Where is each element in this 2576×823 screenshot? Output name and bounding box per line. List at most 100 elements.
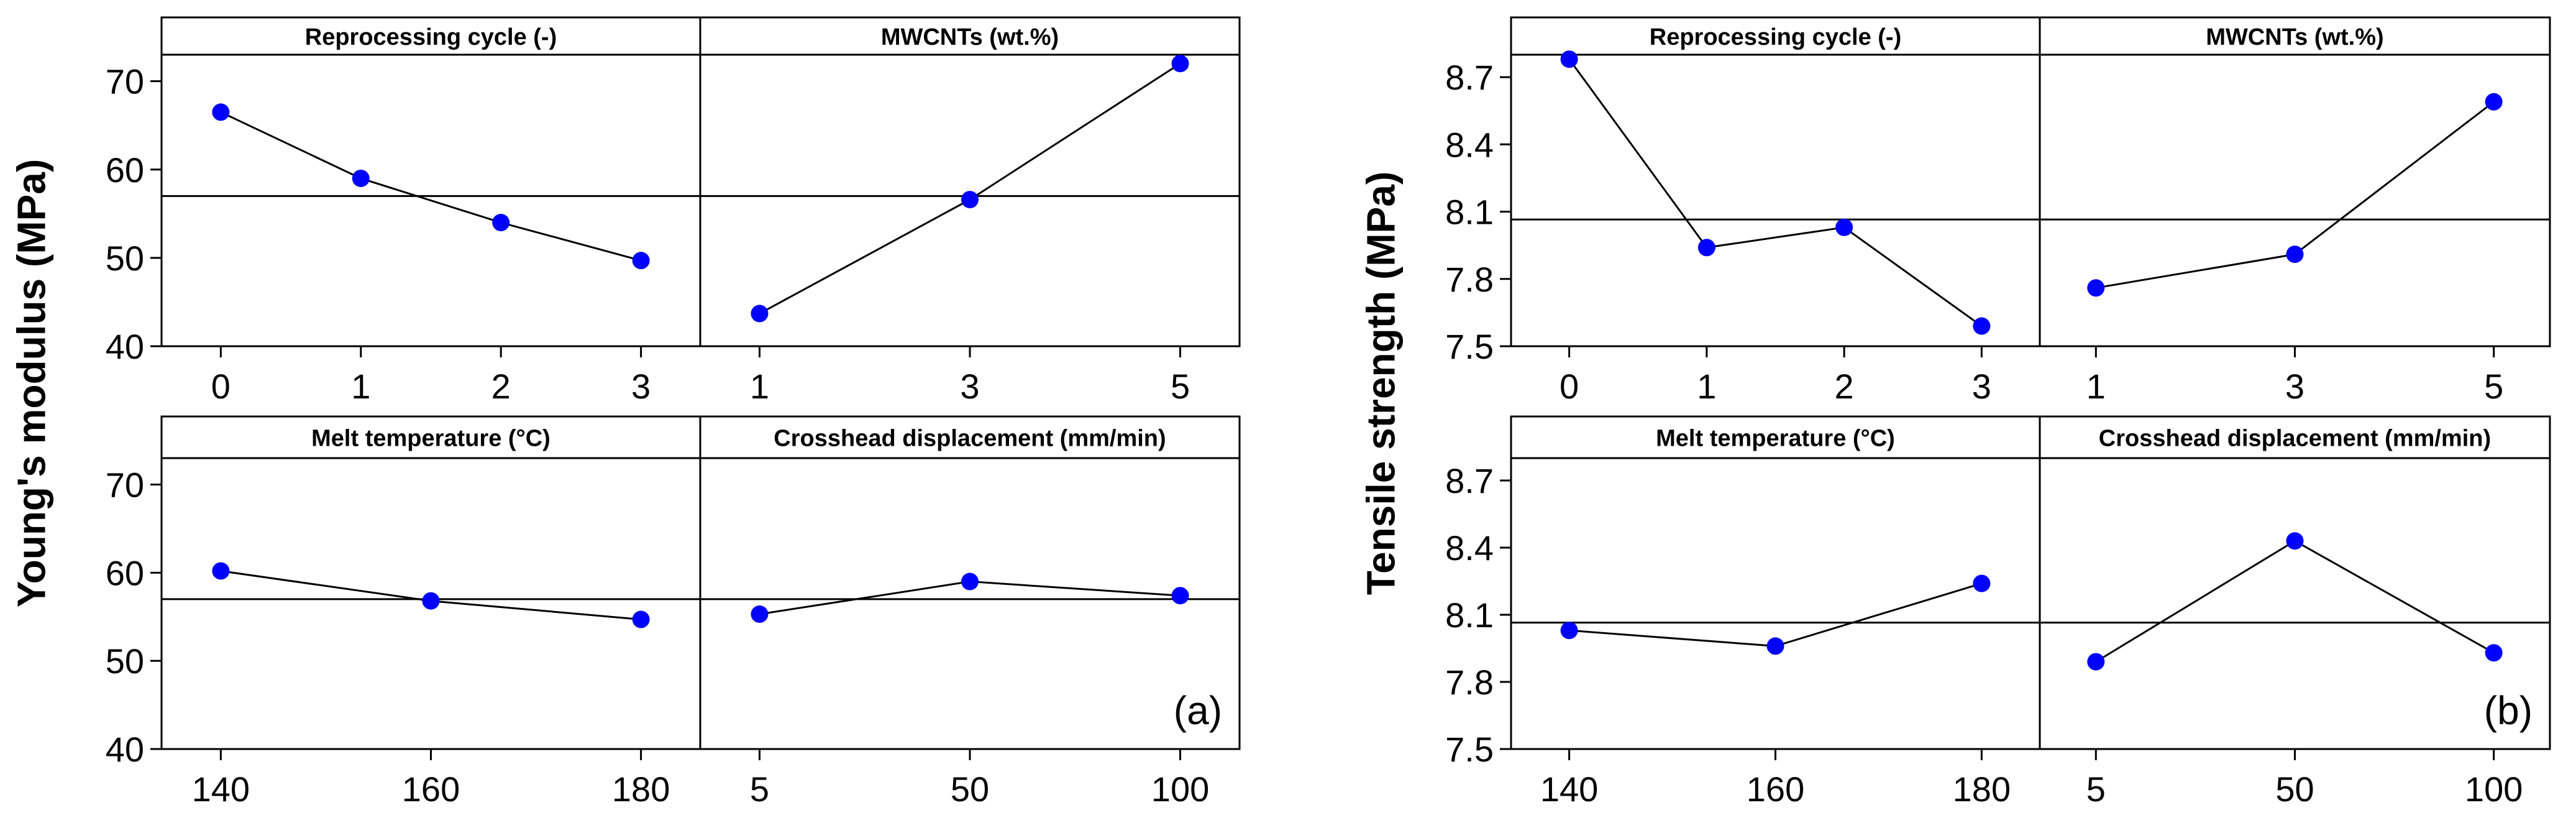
- x-tick-label: 50: [951, 770, 989, 809]
- x-tick-label: 1: [2086, 367, 2106, 406]
- y-tick-label: 8.7: [1445, 461, 1494, 500]
- panel-title: Melt temperature (°C): [311, 426, 550, 452]
- y-tick-label: 8.4: [1445, 528, 1494, 568]
- x-tick-label: 160: [402, 770, 460, 809]
- panel-title: MWCNTs (wt.%): [881, 24, 1059, 50]
- panel-row-frame: [1510, 16, 2551, 347]
- y-axis-label: Tensile strength (MPa): [1358, 172, 1403, 595]
- data-point: [2485, 93, 2503, 111]
- data-point: [212, 103, 230, 121]
- data-point: [961, 572, 979, 591]
- y-tick-label: 60: [106, 553, 144, 592]
- panel-row-frame: [1510, 415, 2551, 750]
- x-tick-label: 140: [192, 770, 250, 809]
- data-point: [1560, 50, 1578, 68]
- x-tick-label: 160: [1747, 770, 1804, 809]
- panel-1-3: Crosshead displacement (mm/min) 5 50 100: [2040, 426, 2550, 809]
- panel-0-1: MWCNTs (wt.%) 1 3 5: [700, 24, 1240, 406]
- data-point: [2087, 279, 2105, 297]
- data-point: [1973, 317, 1991, 335]
- x-tick-label: 1: [1697, 367, 1716, 406]
- y-tick-label: 7.5: [1445, 730, 1494, 769]
- x-tick-label: 5: [2086, 770, 2106, 809]
- y-tick-label: 50: [106, 239, 144, 278]
- data-point: [1766, 637, 1784, 655]
- panel-1-1: MWCNTs (wt.%) 1 3 5: [2040, 24, 2550, 406]
- data-point: [1697, 239, 1715, 257]
- x-tick-label: 3: [1972, 367, 1991, 406]
- x-tick-label: 50: [2275, 770, 2314, 809]
- data-point: [751, 305, 769, 323]
- y-tick-label: 8.1: [1445, 193, 1494, 232]
- x-tick-label: 5: [750, 770, 769, 809]
- y-tick-label: 60: [106, 150, 144, 190]
- data-point: [2286, 532, 2304, 550]
- panel-0-0: Reprocessing cycle (-) 0 1 2 3 40 50 60 70: [106, 24, 700, 406]
- chart-b: Reprocessing cycle (-) 0 1 2 3 7.5 7.8 8.1 8.4 8.…: [1358, 16, 2551, 809]
- data-point: [632, 252, 650, 270]
- y-tick-label: 7.8: [1445, 663, 1494, 702]
- y-tick-label: 40: [106, 730, 144, 769]
- x-tick-label: 100: [1151, 770, 1209, 809]
- y-axis-label: Young's modulus (MPa): [9, 159, 53, 608]
- data-point: [1835, 218, 1853, 236]
- chart-a: Reprocessing cycle (-) 0 1 2 3 40 50 60 70 MWCNTs…: [9, 16, 1241, 809]
- data-point: [1171, 587, 1189, 605]
- data-point: [1171, 55, 1189, 73]
- panel-title: Melt temperature (°C): [1656, 426, 1895, 452]
- panel-0-2: Melt temperature (°C) 140 160 180 40 50 60 70: [106, 426, 700, 809]
- data-point: [2087, 653, 2105, 671]
- panel-0-3: Crosshead displacement (mm/min) 5 50 100: [700, 426, 1240, 809]
- x-tick-label: 5: [2484, 367, 2503, 406]
- y-tick-label: 8.4: [1445, 125, 1494, 164]
- data-point: [2485, 644, 2503, 662]
- x-tick-label: 1: [750, 367, 769, 406]
- x-tick-label: 140: [1540, 770, 1598, 809]
- y-tick-label: 50: [106, 641, 144, 681]
- series-line: [220, 111, 642, 262]
- x-tick-label: 3: [2285, 367, 2304, 406]
- panel-title: Crosshead displacement (mm/min): [774, 426, 1166, 452]
- data-point: [422, 592, 440, 610]
- series-line: [2095, 540, 2495, 663]
- x-tick-label: 0: [211, 367, 231, 406]
- figure-label: (b): [2484, 688, 2533, 733]
- panel-title: Reprocessing cycle (-): [305, 24, 557, 50]
- data-point: [212, 562, 230, 580]
- x-tick-label: 3: [960, 367, 979, 406]
- y-tick-label: 70: [106, 62, 144, 101]
- y-tick-label: 8.1: [1445, 595, 1494, 635]
- x-tick-label: 5: [1171, 367, 1190, 406]
- data-point: [352, 169, 370, 187]
- x-tick-label: 2: [491, 367, 511, 406]
- figure-label: (a): [1174, 688, 1222, 733]
- data-point: [492, 214, 510, 232]
- y-tick-label: 40: [106, 327, 144, 366]
- panel-title: Reprocessing cycle (-): [1650, 24, 1901, 50]
- y-tick-label: 7.5: [1445, 327, 1494, 366]
- data-point: [2286, 246, 2304, 264]
- panel-title: MWCNTs (wt.%): [2206, 24, 2383, 50]
- series-line: [1569, 582, 1982, 647]
- x-tick-label: 100: [2465, 770, 2523, 809]
- x-tick-label: 180: [1953, 770, 2011, 809]
- data-point: [751, 605, 769, 623]
- series-line: [759, 62, 1181, 315]
- x-tick-label: 3: [631, 367, 651, 406]
- panel-1-0: Reprocessing cycle (-) 0 1 2 3 7.5 7.8 8.1 8.4 8.…: [1445, 24, 2040, 406]
- y-tick-label: 8.7: [1445, 58, 1494, 97]
- y-tick-label: 70: [106, 466, 144, 505]
- series-line: [1568, 58, 1983, 327]
- y-tick-label: 7.8: [1445, 260, 1494, 299]
- x-tick-label: 0: [1560, 367, 1579, 406]
- panel-title: Crosshead displacement (mm/min): [2099, 426, 2491, 452]
- panel-1-2: Melt temperature (°C) 140 160 180 7.5 7.8 8.1 8…: [1445, 426, 2040, 809]
- data-point: [1560, 622, 1578, 640]
- data-point: [632, 610, 650, 628]
- x-tick-label: 2: [1835, 367, 1854, 406]
- x-tick-label: 180: [612, 770, 670, 809]
- x-tick-label: 1: [351, 367, 370, 406]
- data-point: [1973, 574, 1991, 592]
- data-point: [961, 191, 979, 209]
